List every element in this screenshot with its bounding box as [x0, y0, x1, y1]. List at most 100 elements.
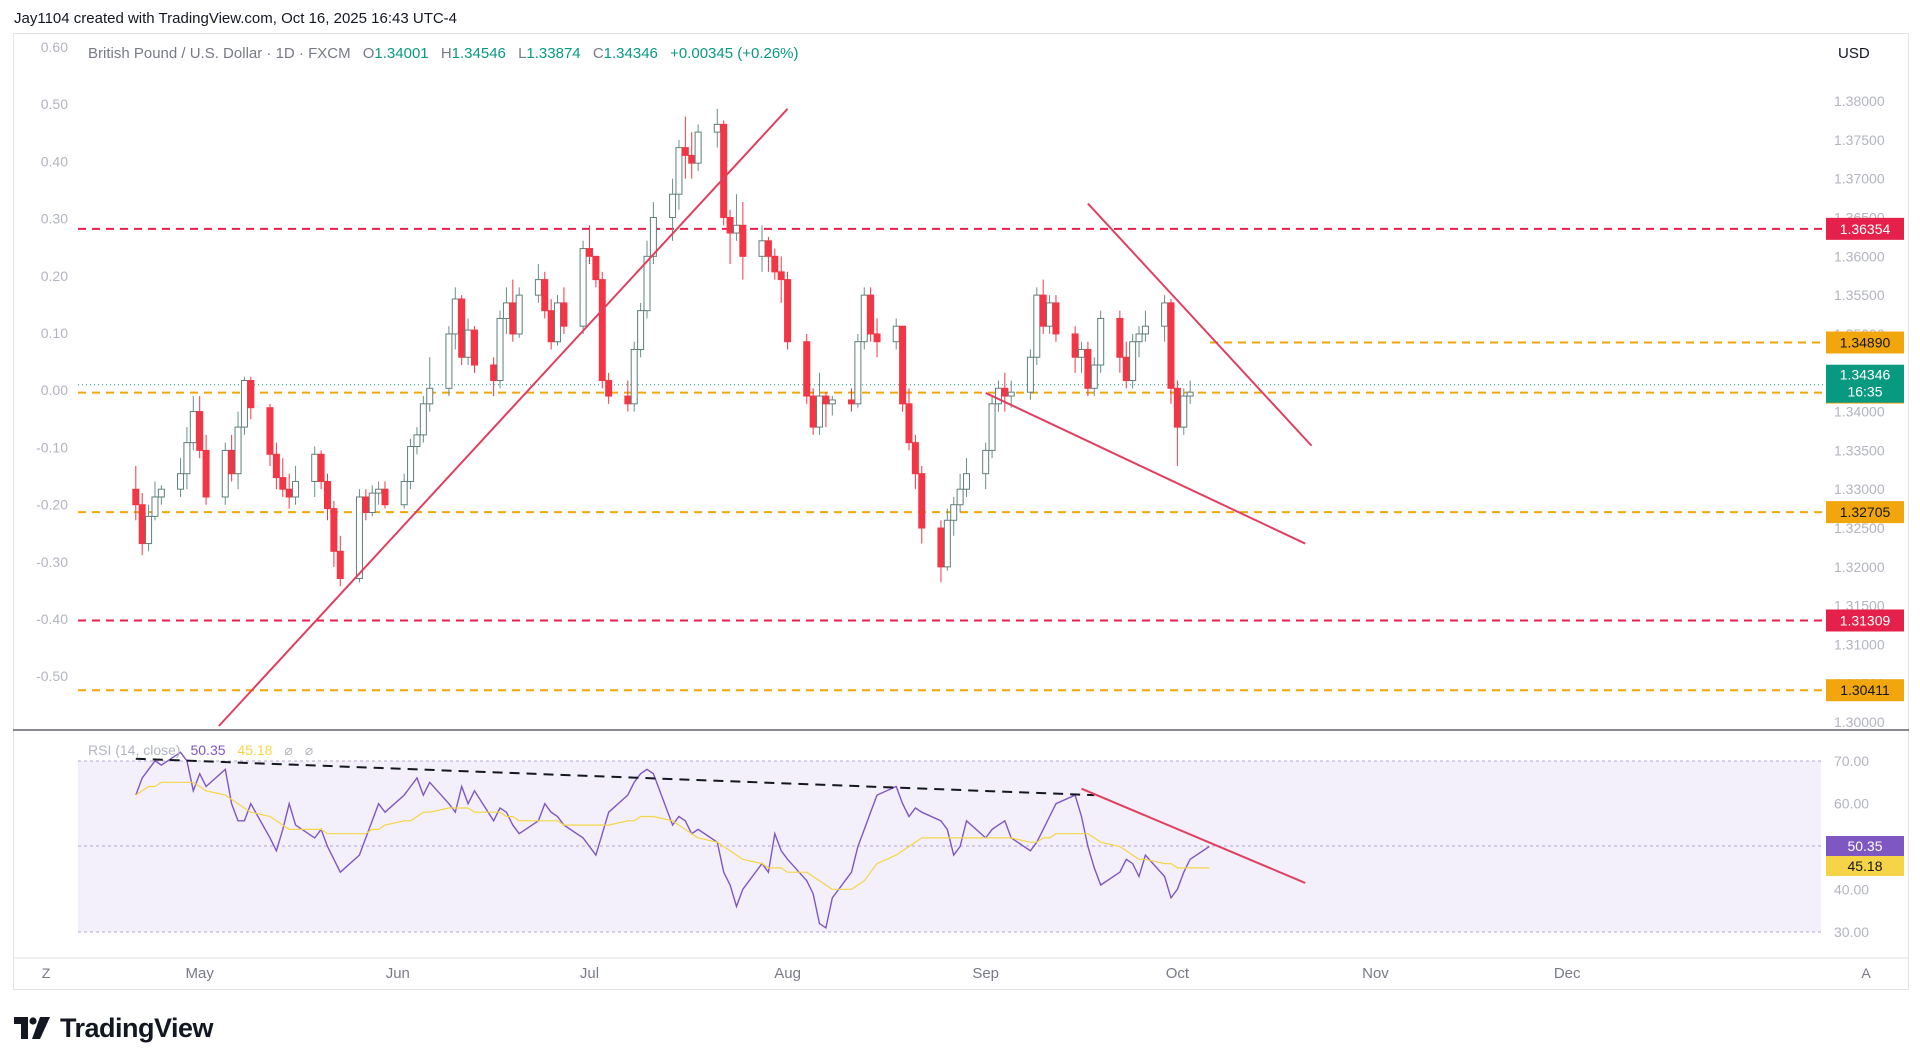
high-label: H [440, 45, 452, 62]
rsi-ma-legend-value: 45.18 [237, 742, 273, 758]
rsi-legend-value: 50.35 [190, 742, 226, 758]
rsi-value-label: 45.18 [1847, 858, 1882, 874]
candle-body [189, 411, 197, 444]
candle-body [541, 279, 549, 312]
candle-body [988, 403, 996, 451]
candle-body [873, 333, 881, 343]
candle-body [950, 504, 958, 521]
candle-body [1084, 348, 1092, 389]
candle-body [132, 488, 140, 506]
close-value: 1.34346 [603, 45, 658, 62]
currency-label[interactable]: USD [1838, 45, 1870, 62]
rsi-tick-label: 70.00 [1834, 753, 1869, 769]
candle-body [368, 492, 376, 514]
candle-body [1180, 395, 1188, 428]
left-tick-label: 0.40 [41, 153, 68, 169]
rsi-title: RSI (14, close) [88, 742, 181, 758]
horizontal-levels[interactable] [78, 227, 1826, 692]
candle-body [669, 193, 677, 219]
price-tick-label: 1.36000 [1834, 248, 1885, 264]
price-tick-label: 1.35500 [1834, 287, 1885, 303]
candle-body [451, 298, 459, 335]
rsi-legend[interactable]: RSI (14, close) 50.35 45.18 ⌀ ⌀ [88, 742, 313, 759]
left-axis: 0.60 0.50 0.40 0.30 0.20 0.10 0.00 -0.10 -0.20 -0… [36, 39, 68, 684]
close-label: C [592, 45, 604, 62]
price-tick-label: 1.33000 [1834, 481, 1885, 497]
level-price-label: 1.30411 [1840, 682, 1890, 698]
trendline[interactable] [1087, 202, 1313, 447]
left-tick-label: -0.30 [36, 554, 68, 570]
tradingview-logo-icon [14, 1017, 50, 1039]
candle-body [138, 504, 146, 545]
candle-body [1039, 294, 1047, 327]
candle-body [1129, 341, 1137, 382]
left-tick-label: -0.50 [36, 668, 68, 684]
candle-body [407, 446, 415, 482]
left-tick-label: 0.50 [41, 96, 68, 112]
candle-body [1167, 302, 1175, 389]
price-tick-label: 1.34000 [1834, 404, 1885, 420]
candle-body [1001, 387, 1009, 397]
level-price-label: 1.34890 [1840, 334, 1891, 350]
price-tick-label: 1.37500 [1834, 132, 1885, 148]
rsi-series [135, 751, 1306, 930]
price-tick-label: 1.37000 [1834, 171, 1885, 187]
candle-body [956, 488, 964, 506]
time-tick-label: Jul [580, 965, 599, 982]
level-price-box [1826, 609, 1904, 632]
candle-body [509, 302, 517, 335]
last-price-label: 1.34346 [1840, 367, 1891, 383]
candle-body [720, 123, 728, 219]
rsi-trendline[interactable] [1081, 787, 1306, 884]
candle-body [560, 302, 568, 327]
level-price-box [1826, 217, 1904, 240]
candle-body [458, 298, 466, 358]
candle-body [816, 395, 824, 428]
level-price-box [1826, 679, 1904, 702]
trendline[interactable] [985, 392, 1306, 545]
price-trendlines[interactable] [218, 108, 1313, 727]
candle-body [681, 147, 689, 156]
candle-body [419, 403, 427, 436]
price-tick-label: 1.38000 [1834, 93, 1885, 109]
candle-body [943, 519, 951, 568]
candle-body [177, 473, 185, 490]
candle-body [1071, 333, 1079, 358]
candle-body [330, 508, 338, 552]
candle-body [534, 279, 542, 296]
level-price-box [1826, 501, 1904, 524]
candle-body [899, 325, 907, 405]
chart-frame [13, 33, 1909, 990]
symbol-legend[interactable]: British Pound / U.S. Dollar · 1D · FXCM … [88, 45, 799, 62]
trendline[interactable] [218, 108, 789, 727]
candle-body [355, 496, 363, 579]
candle-body [228, 449, 236, 475]
high-value: 1.34546 [451, 45, 506, 62]
candle-body [324, 480, 331, 510]
right-axis[interactable]: 1.300001.305001.310001.315001.320001.325… [1834, 93, 1885, 730]
candle-body [1122, 356, 1130, 382]
candle-body [860, 294, 868, 343]
candle-body [732, 224, 740, 234]
candle-body [764, 240, 772, 257]
candle-body [675, 147, 683, 195]
candle-body [1046, 302, 1054, 327]
candle-body [285, 488, 293, 498]
time-tick-label: May [186, 965, 215, 982]
candle-body [905, 403, 913, 444]
candle-body [1173, 387, 1181, 428]
candle-body [918, 473, 926, 529]
candle-body [777, 271, 785, 281]
last-price-box [1826, 364, 1904, 403]
rsi-divergence-dashed-line[interactable] [135, 757, 1095, 797]
candle-body [183, 442, 191, 475]
candle-body [624, 395, 632, 405]
candlestick-series [132, 108, 1194, 587]
candle-body [279, 477, 287, 490]
candle-body [272, 453, 280, 479]
left-tick-label: -0.20 [36, 497, 68, 513]
time-axis[interactable]: May Jun Jul Aug Sep Oct Nov Dec Z A [42, 965, 1872, 982]
tradingview-logo[interactable]: TradingView [14, 1008, 214, 1048]
